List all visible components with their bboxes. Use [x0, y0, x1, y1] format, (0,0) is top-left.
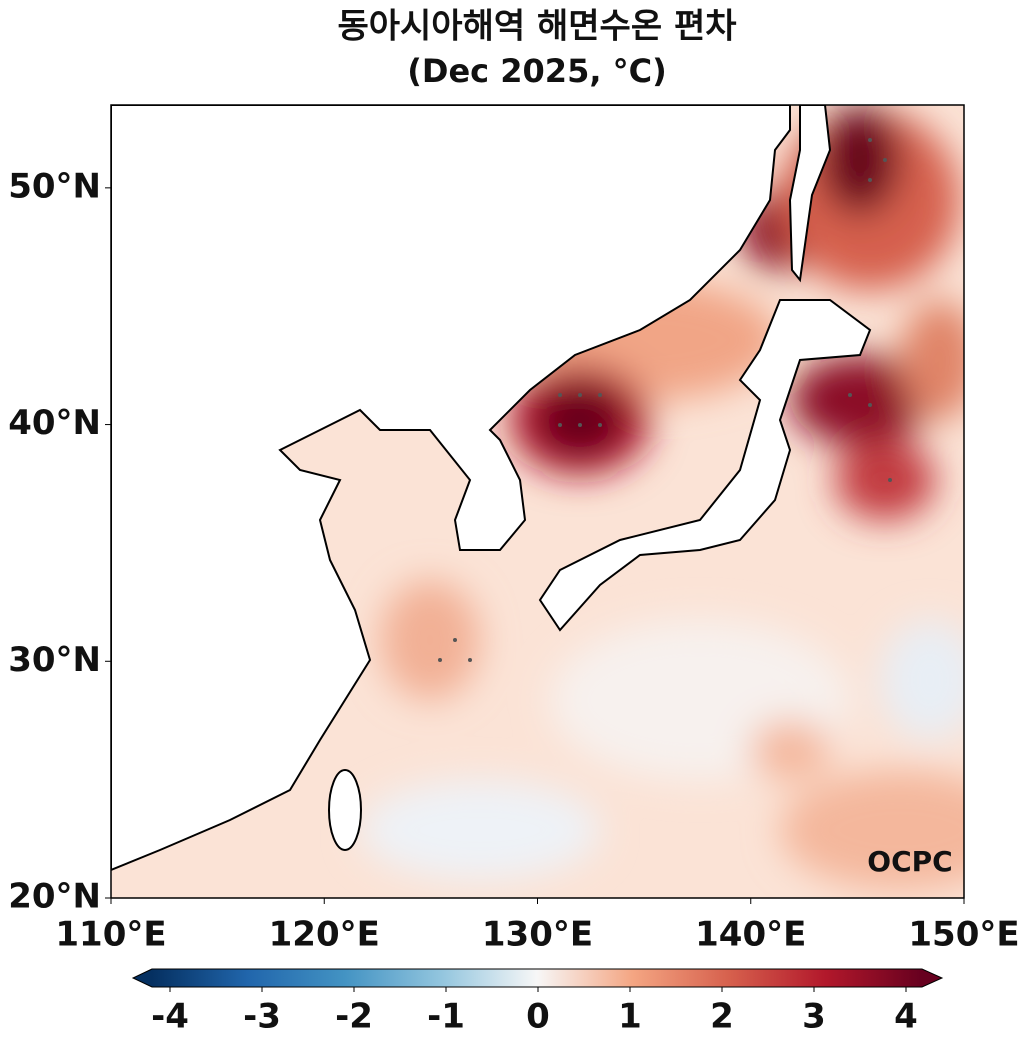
x-tick-label: 120°E [269, 915, 380, 955]
sst-field [111, 105, 964, 898]
colorbar-extend-low [133, 969, 152, 987]
subtitle: (Dec 2025, °C) [407, 52, 666, 90]
title: 동아시아해역 해면수온 편차 [337, 7, 736, 47]
x-tick-label: 150°E [908, 915, 1019, 955]
y-tick-label: 30°N [8, 640, 101, 680]
colorbar-tick-label: 0 [526, 997, 550, 1037]
x-tick-label: 110°E [55, 915, 166, 955]
colorbar-tick-label: 3 [802, 997, 826, 1037]
y-tick-label: 20°N [8, 877, 101, 917]
colorbar-tick-label: -4 [151, 997, 189, 1037]
colorbar-tick-label: -2 [335, 997, 373, 1037]
logo: OCPC [867, 845, 952, 878]
x-tick-label: 140°E [695, 915, 806, 955]
colorbar-outline [131, 968, 944, 988]
y-tick-label: 50°N [8, 166, 101, 206]
colorbar-extend-high [922, 969, 942, 987]
colorbar-tick-label: 2 [710, 997, 734, 1037]
colorbar [152, 969, 922, 987]
y-tick-label: 40°N [8, 403, 101, 443]
colorbar-tick-label: -3 [243, 997, 281, 1037]
x-tick-label: 130°E [482, 915, 593, 955]
colorbar-tick-label: 4 [894, 997, 918, 1037]
colorbar-tick-label: 1 [618, 997, 642, 1037]
colorbar-tick-label: -1 [427, 997, 465, 1037]
